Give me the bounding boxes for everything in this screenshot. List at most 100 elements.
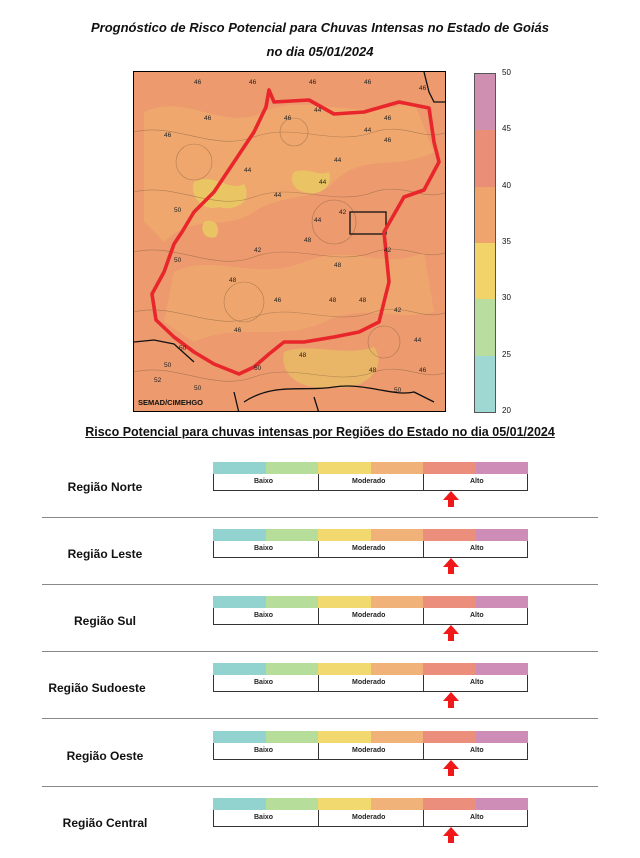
contour-label: 44 [334, 157, 342, 164]
risk-scale-segment [213, 462, 266, 474]
risk-scale-bar [213, 798, 528, 810]
risk-level-arrow-icon [443, 491, 460, 507]
risk-scale-bar [213, 462, 528, 474]
risk-scale-label-mid: Moderado [352, 545, 386, 552]
risk-level-arrow-icon [443, 625, 460, 641]
risk-scale-label-low: Baixo [254, 478, 274, 485]
contour-label: 42 [254, 247, 262, 254]
contour-label: 44 [319, 179, 327, 186]
risk-scale-label-low: Baixo [254, 814, 274, 821]
risk-scale-frame [213, 608, 528, 625]
contour-label: 44 [314, 217, 322, 224]
risk-scale-segment [475, 529, 528, 541]
contour-label: 48 [359, 297, 367, 304]
region-divider [42, 786, 598, 787]
colorbar-band [475, 242, 495, 300]
region-name: Região Sul [73, 614, 136, 628]
risk-scale-segment [318, 731, 371, 743]
colorbar-band [475, 355, 495, 412]
risk-scale-segment [475, 663, 528, 675]
contour-label: 46 [309, 79, 317, 86]
risk-scale-segment [423, 529, 476, 541]
risk-scale-divider [423, 810, 424, 827]
colorbar-tick-label: 25 [502, 349, 511, 359]
risk-level-arrow-icon [443, 692, 460, 708]
contour-label: 42 [339, 209, 347, 216]
risk-scale-segment [475, 798, 528, 810]
contour-label: 48 [334, 262, 342, 269]
risk-scale-segment [318, 798, 371, 810]
colorbar-tick-label: 20 [502, 406, 511, 415]
risk-scale-segment [265, 663, 318, 675]
colorbar-tick-label: 50 [502, 68, 511, 77]
contour-label: 52 [154, 377, 162, 384]
risk-scale-frame [213, 474, 528, 491]
contour-label: 50 [164, 362, 172, 369]
risk-scale-segment [475, 731, 528, 743]
contour-label: 46 [204, 115, 212, 122]
colorbar-band [475, 130, 495, 187]
map-credit: SEMAD/CIMEHGO [138, 398, 204, 407]
risk-scale-segment [318, 596, 371, 608]
legend-colorbar [474, 73, 496, 413]
regions-title: Risco Potencial para chuvas intensas por… [85, 425, 555, 439]
risk-scale-segment [370, 798, 423, 810]
risk-scale-segment [213, 596, 266, 608]
risk-map: 46 46 46 46 46 44 44 44 44 44 44 46 46 46 46 50 48 48 50 48… [133, 71, 446, 412]
risk-scale-bar [213, 529, 528, 541]
contour-label: 44 [274, 192, 282, 199]
region-name: Região Norte [67, 480, 143, 494]
region-row: Região Sudoeste Baixo Moderado Alto [42, 657, 598, 723]
risk-scale-segment [423, 596, 476, 608]
risk-scale-frame [213, 675, 528, 692]
risk-scale-segment [265, 529, 318, 541]
colorbar-band [475, 74, 495, 131]
risk-scale-segment [318, 529, 371, 541]
risk-scale-segment [318, 462, 371, 474]
map-title: Prognóstico de Risco Potencial para Chuv… [90, 20, 549, 35]
contour-label: 48 [329, 297, 337, 304]
risk-level-arrow-icon [443, 827, 460, 843]
contour-label: 50 [254, 365, 262, 372]
risk-scale-divider [318, 608, 319, 625]
region-row: Região Leste Baixo Moderado Alto [42, 523, 598, 589]
risk-scale-divider [318, 474, 319, 491]
region-divider [42, 517, 598, 518]
risk-scale-frame [213, 541, 528, 558]
risk-scale-label-mid: Moderado [352, 679, 386, 686]
contour-label: 44 [314, 107, 322, 114]
risk-scale-bar [213, 596, 528, 608]
region-divider [42, 584, 598, 585]
region-name: Região Oeste [66, 749, 144, 763]
risk-scale-bar [213, 663, 528, 675]
risk-scale-divider [423, 474, 424, 491]
risk-scale-segment [423, 798, 476, 810]
region-row: Região Norte Baixo Moderado Alto [42, 456, 598, 522]
colorbar-tick-label: 35 [502, 237, 511, 246]
risk-scale-label-low: Baixo [254, 612, 274, 619]
contour-label: 44 [364, 127, 372, 134]
region-divider [42, 651, 598, 652]
colorbar-band [475, 299, 495, 356]
contour-label: 42 [384, 247, 392, 254]
contour-label: 44 [244, 167, 252, 174]
risk-scale-label-mid: Moderado [352, 814, 386, 821]
contour-label: 48 [299, 352, 307, 359]
region-row: Região Oeste Baixo Moderado Alto [42, 725, 598, 791]
contour-label: 46 [234, 327, 242, 334]
risk-scale-label-high: Alto [470, 679, 484, 686]
contour-label: 46 [284, 115, 292, 122]
risk-scale-segment [265, 462, 318, 474]
contour-label: 46 [384, 115, 392, 122]
risk-scale-label-low: Baixo [254, 545, 274, 552]
risk-scale-divider [318, 743, 319, 760]
risk-scale-divider [318, 541, 319, 558]
risk-scale-segment [265, 798, 318, 810]
risk-scale-segment [370, 596, 423, 608]
contour-label: 44 [414, 337, 422, 344]
risk-scale-bar [213, 731, 528, 743]
risk-scale-label-low: Baixo [254, 679, 274, 686]
region-row: Região Sul Baixo Moderado Alto [42, 590, 598, 656]
colorbar-tick-label: 45 [502, 124, 511, 134]
contour-label: 46 [249, 79, 257, 86]
